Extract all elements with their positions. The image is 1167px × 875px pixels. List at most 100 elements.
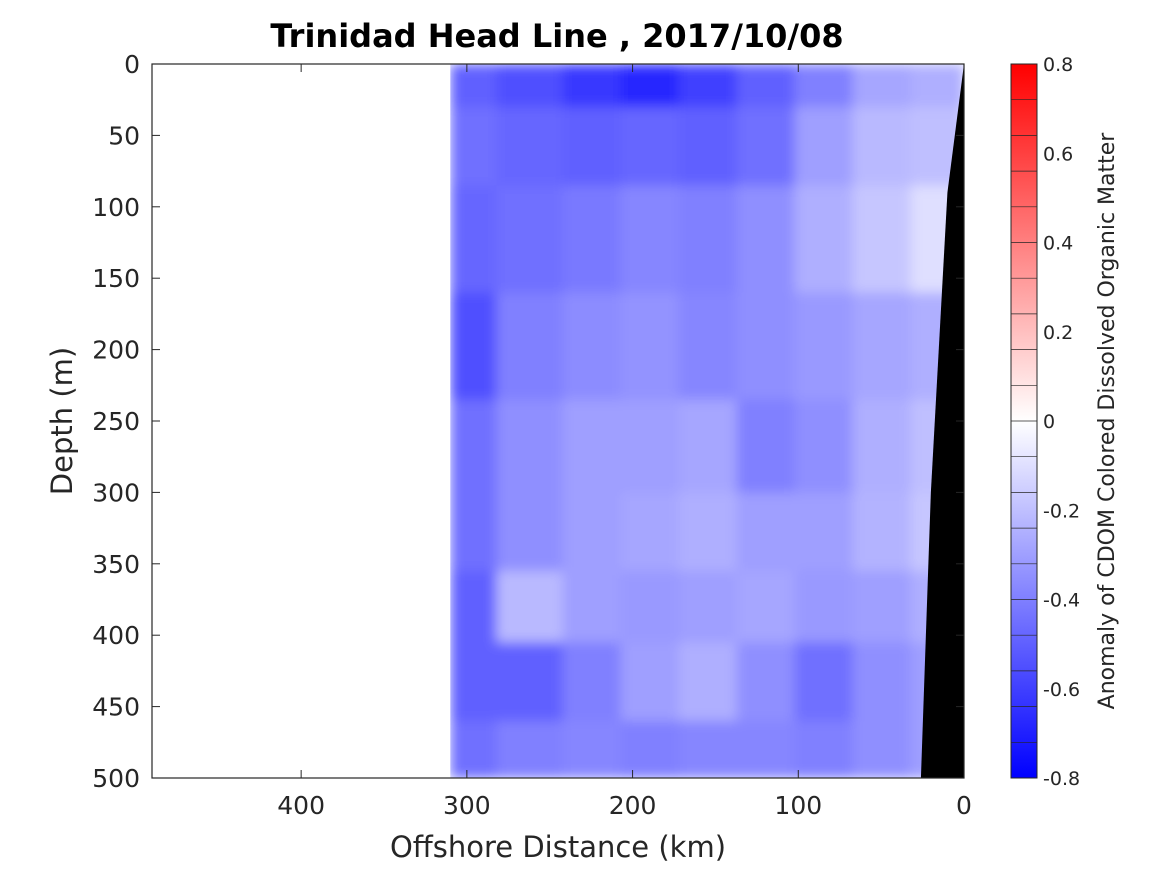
field-cell [852, 106, 911, 186]
field-cell [620, 720, 679, 778]
field-cell [495, 292, 563, 401]
colorbar-tick-label: -0.4 [1043, 590, 1080, 612]
field-cell [495, 492, 563, 572]
field-cell [450, 570, 497, 643]
anomaly-field [152, 64, 964, 778]
field-cell [495, 642, 563, 722]
field-cell [678, 185, 737, 293]
colorbar-tick-label: 0 [1043, 411, 1055, 433]
field-cell [794, 642, 853, 722]
field-cell [794, 720, 853, 778]
field-cell [495, 106, 563, 186]
field-cell [794, 399, 853, 493]
colorbar-tick-label: -0.2 [1043, 500, 1080, 522]
field-cell [736, 185, 795, 293]
x-tick-label: 300 [443, 791, 491, 820]
field-cell [852, 64, 911, 108]
colorbar: 0.8 0.6 0.4 0.2 0 -0.2 -0.4 -0.6 -0.8 Anomaly of… [1010, 54, 1120, 790]
colorbar-tick-label: 0.4 [1043, 233, 1073, 255]
y-axis-label: Depth (m) [45, 347, 79, 495]
field-cell [736, 106, 795, 186]
plot-frame [151, 63, 965, 779]
colorbar-frame [1010, 63, 1038, 779]
field-cell [794, 64, 853, 108]
chart-title: Trinidad Head Line , 2017/10/08 [270, 17, 843, 55]
y-tick-label: 450 [92, 693, 140, 722]
colorbar-tick-label: -0.8 [1043, 768, 1080, 790]
x-tick-label: 400 [277, 791, 325, 820]
seafloor-bathymetry [920, 64, 964, 778]
field-cell [736, 720, 795, 778]
colorbar-tick-label: 0.8 [1043, 54, 1073, 76]
field-cell [852, 492, 911, 572]
field-cell [794, 492, 853, 572]
field-cell [495, 720, 563, 778]
field-cell [620, 492, 679, 572]
field-cell [852, 642, 911, 722]
field-cell [852, 185, 911, 293]
y-tick-label: 300 [92, 478, 140, 507]
field-cell [562, 720, 621, 778]
field-cell [562, 185, 621, 293]
y-tick-label: 400 [92, 621, 140, 650]
field-cell [910, 64, 964, 108]
y-tick-label: 200 [92, 336, 140, 365]
field-cell [852, 399, 911, 493]
field-cell [736, 642, 795, 722]
field-cell [794, 185, 853, 293]
y-tick-label: 350 [92, 550, 140, 579]
field-cell [736, 492, 795, 572]
field-cell [562, 642, 621, 722]
colorbar-levels [1011, 99, 1037, 743]
field-cell [495, 64, 563, 108]
colorbar-tick-label: 0.2 [1043, 322, 1073, 344]
y-tick-label: 50 [108, 121, 140, 150]
y-tick-label: 100 [92, 193, 140, 222]
y-tick-label: 250 [92, 407, 140, 436]
field-cell [736, 292, 795, 401]
field-cell [678, 106, 737, 186]
field-cell [620, 399, 679, 493]
x-tick-label: 100 [774, 791, 822, 820]
field-cell [450, 185, 497, 293]
colorbar-ticks: 0.8 0.6 0.4 0.2 0 -0.2 -0.4 -0.6 -0.8 [1043, 54, 1080, 790]
field-cell [450, 642, 497, 722]
field-cell [495, 399, 563, 493]
field-cell [794, 570, 853, 643]
field-cell [852, 720, 911, 778]
colorbar-label: Anomaly of CDOM Colored Dissolved Organi… [1095, 132, 1120, 710]
field-cell [678, 64, 737, 108]
field-cell [678, 642, 737, 722]
field-cell [794, 292, 853, 401]
field-cell [562, 292, 621, 401]
y-tick-label: 150 [92, 264, 140, 293]
field-cells [450, 64, 964, 778]
field-cell [620, 185, 679, 293]
y-tick-label: 500 [92, 764, 140, 793]
axis-ticks: 400 300 200 100 0 0 50 100 150 200 250 300 350 400 450… [92, 50, 972, 820]
y-tick-label: 0 [124, 50, 140, 79]
colorbar-tick-label: 0.6 [1043, 143, 1073, 165]
field-cell [562, 106, 621, 186]
field-cell [562, 492, 621, 572]
field-cell [450, 399, 497, 493]
field-cell [450, 492, 497, 572]
field-cell [678, 720, 737, 778]
field-cell [678, 570, 737, 643]
field-cell [620, 64, 679, 108]
field-cell [495, 570, 563, 643]
field-cell [736, 570, 795, 643]
field-cell [562, 64, 621, 108]
field-cell [450, 292, 497, 401]
field-cell [678, 292, 737, 401]
field-cell [620, 570, 679, 643]
field-cell [736, 64, 795, 108]
field-cell [852, 570, 911, 643]
field-cell [495, 185, 563, 293]
bathymetry-layer [920, 64, 964, 778]
field-cell [620, 292, 679, 401]
field-cell [450, 64, 497, 108]
x-tick-label: 0 [956, 791, 972, 820]
plot-area: 400 300 200 100 0 0 50 100 150 200 250 300 350 400 450… [92, 50, 972, 820]
field-cell [450, 106, 497, 186]
